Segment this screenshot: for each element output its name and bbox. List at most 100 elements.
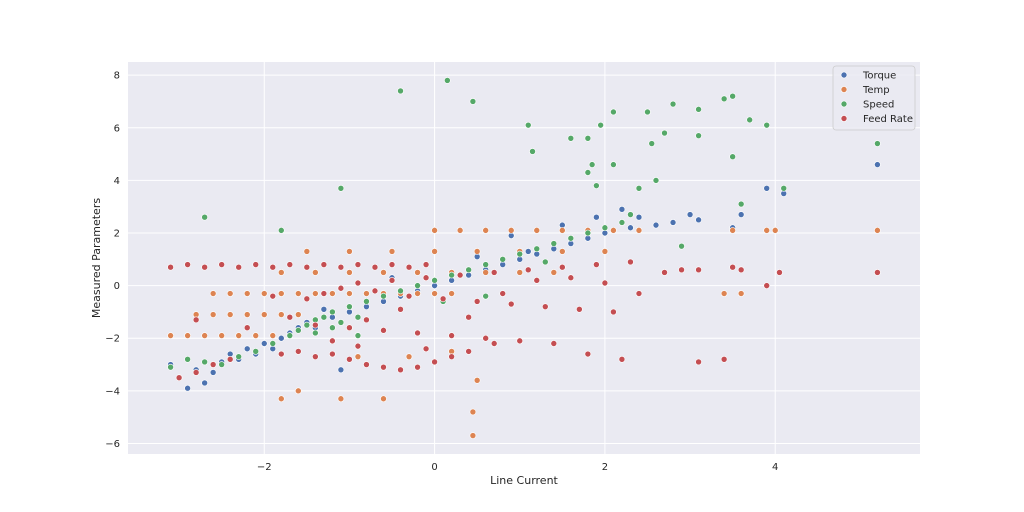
data-points: [167, 77, 881, 439]
data-point: [720, 95, 728, 103]
x-tick-label: 2: [602, 462, 608, 473]
data-point: [584, 350, 592, 358]
data-point: [610, 108, 617, 116]
data-point: [201, 213, 208, 221]
data-point: [431, 277, 438, 284]
data-point: [371, 263, 379, 271]
data-point: [337, 319, 345, 326]
data-point: [235, 353, 243, 360]
data-point: [209, 311, 217, 318]
data-point: [763, 282, 771, 289]
data-point: [456, 227, 464, 234]
data-point: [218, 361, 225, 368]
data-point: [346, 248, 353, 255]
data-point: [601, 248, 609, 255]
data-point: [729, 263, 736, 271]
data-point: [431, 248, 438, 255]
data-point: [652, 221, 660, 229]
data-point: [507, 300, 515, 308]
data-point: [729, 92, 736, 100]
data-point: [422, 261, 430, 268]
data-point: [286, 261, 294, 268]
data-point: [678, 266, 685, 274]
data-point: [669, 219, 677, 226]
data-point: [550, 240, 558, 247]
data-point: [363, 361, 370, 368]
y-tick-label: −4: [105, 386, 120, 397]
data-point: [354, 353, 362, 360]
data-point: [490, 340, 498, 347]
data-point: [414, 290, 421, 297]
data-point: [669, 100, 677, 108]
data-point: [550, 340, 558, 347]
data-point: [737, 211, 745, 218]
data-point: [874, 140, 881, 147]
data-point: [277, 269, 285, 276]
data-point: [380, 292, 387, 300]
legend-label: Temp: [862, 85, 890, 96]
data-point: [371, 287, 379, 295]
data-point: [499, 256, 507, 263]
data-point: [610, 161, 617, 168]
data-point: [303, 248, 311, 255]
data-point: [320, 261, 328, 268]
data-point: [380, 269, 387, 276]
data-point: [184, 355, 191, 363]
data-point: [295, 348, 302, 355]
data-point: [252, 348, 260, 355]
data-point: [277, 395, 285, 403]
data-point: [482, 334, 489, 342]
data-point: [874, 227, 881, 234]
data-point: [465, 313, 472, 321]
data-point: [456, 271, 464, 279]
data-point: [541, 303, 549, 310]
data-point: [277, 350, 285, 358]
data-point: [397, 87, 404, 95]
data-point: [286, 313, 294, 321]
data-point: [482, 292, 489, 300]
data-point: [363, 290, 370, 297]
data-point: [874, 161, 881, 168]
data-point: [380, 395, 387, 403]
grid-lines: [128, 62, 920, 454]
data-point: [209, 361, 217, 368]
data-point: [337, 263, 345, 271]
data-point: [354, 342, 362, 350]
data-point: [695, 106, 702, 113]
data-point: [567, 134, 575, 142]
data-point: [209, 369, 217, 376]
data-point: [295, 387, 302, 395]
data-point: [627, 211, 634, 218]
series-speed: [167, 77, 881, 371]
data-point: [576, 306, 583, 313]
data-point: [337, 395, 345, 403]
data-point: [469, 98, 477, 105]
data-point: [618, 219, 626, 226]
data-point: [226, 355, 234, 363]
data-point: [201, 379, 208, 387]
data-point: [354, 261, 362, 268]
data-point: [597, 121, 604, 129]
data-point: [252, 332, 260, 339]
x-tick-label: −2: [257, 462, 272, 473]
y-tick-label: 6: [114, 123, 120, 134]
data-point: [252, 261, 260, 268]
data-point: [431, 290, 438, 297]
data-point: [243, 311, 251, 318]
legend-box: [832, 65, 916, 131]
plot-background: [128, 62, 920, 454]
data-point: [388, 261, 396, 268]
legend-marker: [840, 115, 848, 122]
data-point: [184, 261, 191, 268]
data-point: [533, 277, 541, 284]
data-point: [729, 153, 736, 161]
data-point: [584, 134, 592, 142]
data-point: [516, 269, 524, 276]
data-point: [593, 213, 600, 221]
data-point: [329, 308, 336, 316]
data-point: [175, 374, 183, 382]
data-point: [277, 290, 285, 297]
data-point: [588, 161, 596, 168]
y-tick-label: 8: [114, 71, 120, 82]
data-point: [678, 242, 685, 250]
